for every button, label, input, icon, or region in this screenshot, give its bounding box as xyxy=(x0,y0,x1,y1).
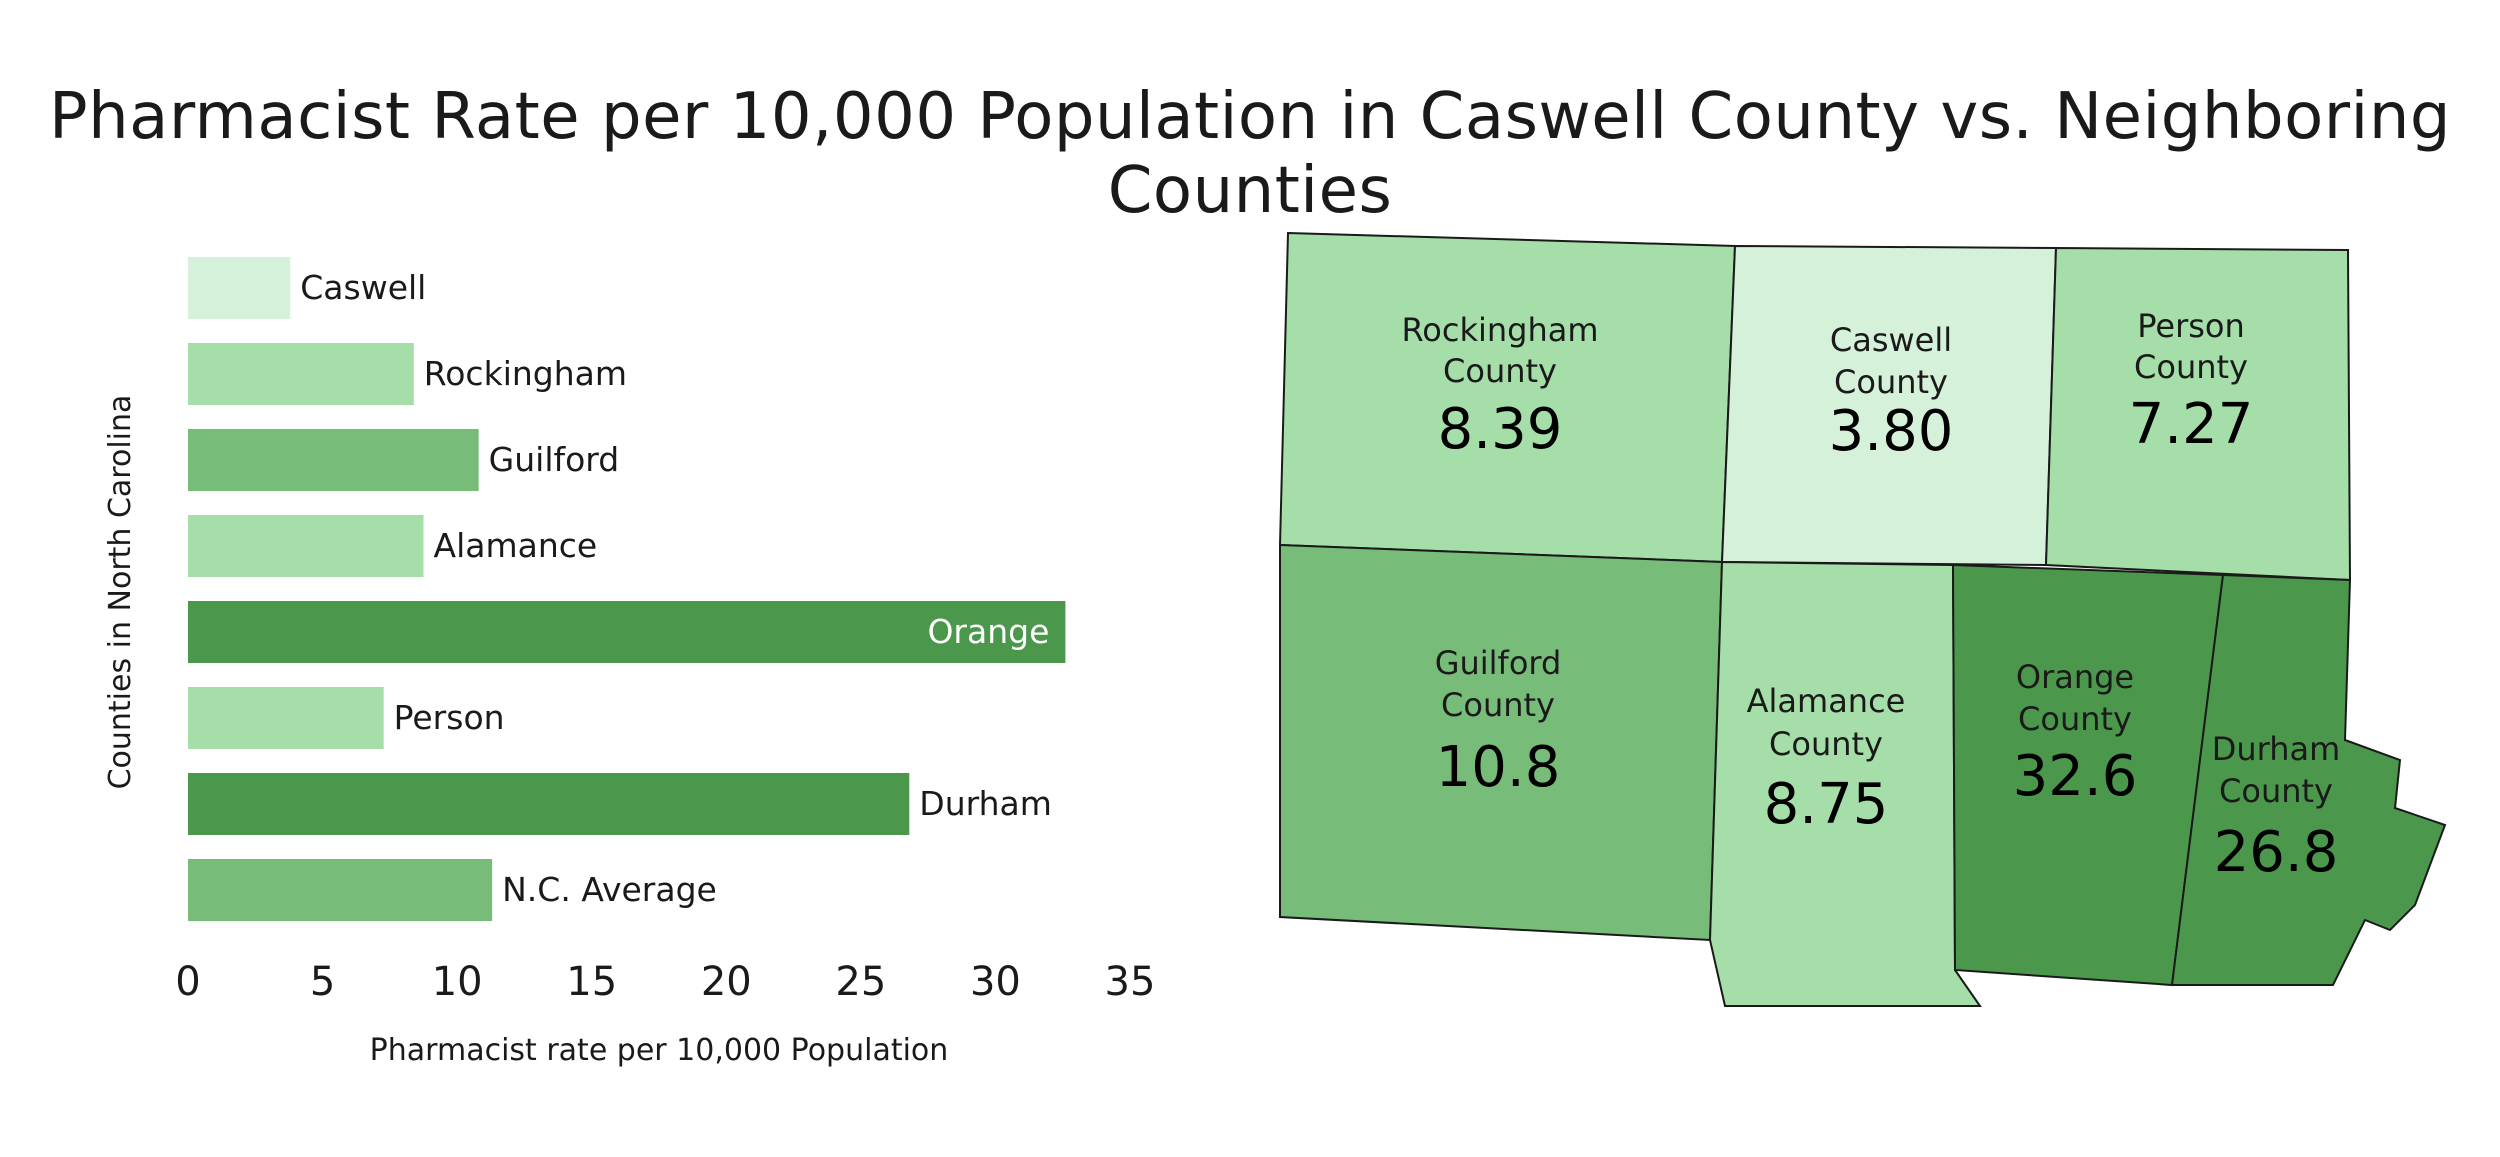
bar-label-alamance: Alamance xyxy=(434,526,598,565)
bar-chart: Caswell Rockingham Guilford Alamance Orange P… xyxy=(103,257,1155,1068)
bar-label-caswell: Caswell xyxy=(300,268,426,307)
x-tick-label: 20 xyxy=(701,959,752,1005)
county-value-orange: 32.6 xyxy=(2013,744,2138,809)
bar-orange xyxy=(188,601,1066,663)
x-axis-title: Pharmacist rate per 10,000 Population xyxy=(370,1033,949,1068)
county-name-orange: Orange xyxy=(2016,658,2134,696)
bar-rockingham xyxy=(188,343,414,405)
bar-label-guilford: Guilford xyxy=(489,440,620,479)
county-value-alamance: 8.75 xyxy=(1764,772,1889,837)
county-name-durham: Durham xyxy=(2212,730,2341,768)
y-axis-title: Counties in North Carolina xyxy=(103,395,138,790)
bar-n-c-average xyxy=(188,859,493,921)
x-tick-label: 0 xyxy=(175,959,200,1005)
county-name-person: Person xyxy=(2137,307,2245,345)
bar-guilford xyxy=(188,429,479,491)
county-name-suffix-person: County xyxy=(2134,348,2248,386)
x-tick-label: 30 xyxy=(970,959,1021,1005)
bar-label-orange: Orange xyxy=(927,612,1049,651)
bar-alamance xyxy=(188,515,424,577)
x-tick-label: 15 xyxy=(566,959,617,1005)
bar-label-person: Person xyxy=(394,698,505,737)
county-name-suffix-caswell: County xyxy=(1834,363,1948,401)
bar-caswell xyxy=(188,257,291,319)
county-name-rockingham: Rockingham xyxy=(1401,311,1598,349)
county-durham xyxy=(2170,573,2447,986)
chart-title: Pharmacist Rate per 10,000 Population in… xyxy=(48,80,2452,228)
county-name-suffix-rockingham: County xyxy=(1443,352,1557,390)
x-tick-label: 25 xyxy=(835,959,886,1005)
bar-person xyxy=(188,687,384,749)
bar-label-n-c-average: N.C. Average xyxy=(502,870,717,909)
county-value-rockingham: 8.39 xyxy=(1438,397,1563,462)
county-value-person: 7.27 xyxy=(2129,392,2254,457)
x-tick-label: 5 xyxy=(310,959,335,1005)
county-map: RockinghamCounty8.39CaswellCounty3.80Per… xyxy=(1278,231,2447,1007)
county-name-suffix-guilford: County xyxy=(1441,686,1555,724)
x-tick-label: 35 xyxy=(1105,959,1156,1005)
county-value-durham: 26.8 xyxy=(2214,820,2339,885)
bar-durham xyxy=(188,773,910,835)
county-value-guilford: 10.8 xyxy=(1436,735,1561,800)
county-value-caswell: 3.80 xyxy=(1829,399,1954,464)
county-name-alamance: Alamance xyxy=(1747,682,1906,720)
county-name-caswell: Caswell xyxy=(1830,321,1952,359)
bar-label-rockingham: Rockingham xyxy=(424,354,627,393)
county-name-suffix-durham: County xyxy=(2219,772,2333,810)
county-name-guilford: Guilford xyxy=(1435,644,1562,682)
x-tick-label: 10 xyxy=(432,959,483,1005)
bar-label-durham: Durham xyxy=(919,784,1052,823)
county-name-suffix-orange: County xyxy=(2018,700,2132,738)
county-name-suffix-alamance: County xyxy=(1769,725,1883,763)
